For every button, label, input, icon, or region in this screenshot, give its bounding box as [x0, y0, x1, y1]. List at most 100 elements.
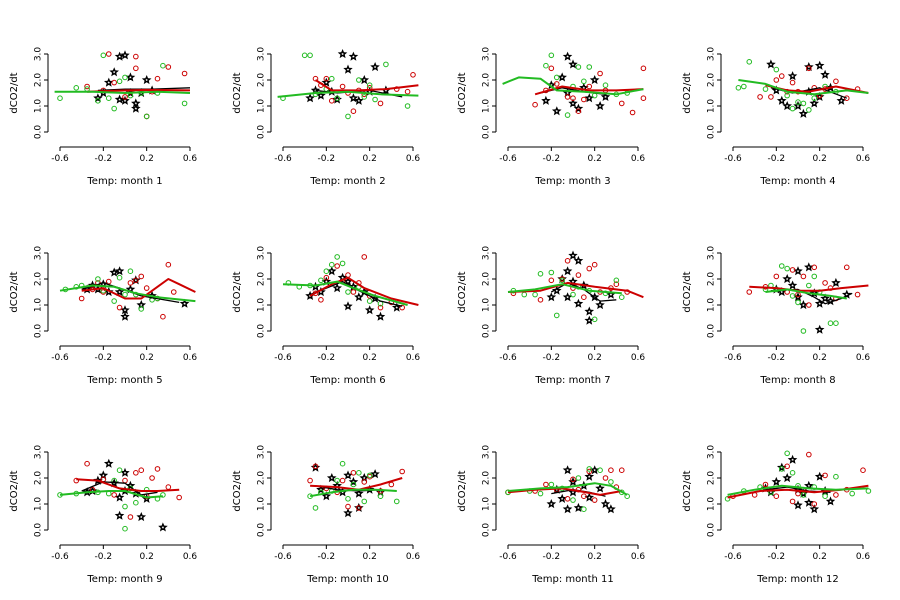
- y-tick-label: 2.0: [34, 471, 44, 486]
- data-point: [568, 250, 578, 260]
- series-red: [730, 451, 866, 507]
- data-point: [854, 291, 861, 298]
- data-point: [307, 477, 313, 484]
- data-point: [122, 525, 128, 532]
- smooth-line-green: [738, 79, 869, 96]
- data-point: [359, 75, 370, 85]
- data-point: [350, 470, 357, 476]
- data-point: [586, 83, 593, 90]
- data-point: [570, 95, 576, 101]
- data-point: [133, 470, 139, 476]
- data-point: [337, 49, 348, 59]
- data-point: [562, 504, 573, 514]
- y-tick-label: 2.0: [34, 73, 44, 88]
- series-red: [532, 65, 647, 116]
- data-point: [114, 492, 125, 502]
- x-tick-label: 0.2: [363, 154, 377, 164]
- data-point: [591, 261, 598, 268]
- data-point: [849, 490, 855, 497]
- data-point: [793, 100, 803, 111]
- data-point: [581, 493, 587, 500]
- data-point: [602, 475, 609, 481]
- data-point: [345, 113, 351, 120]
- data-point: [393, 498, 400, 505]
- panel-12: -0.6 -0.2 0.2 0.6 0.0 1.0 2.0 3.0 Temp: month 12…: [682, 445, 872, 585]
- data-point: [822, 493, 828, 500]
- data-point: [73, 85, 80, 91]
- data-point: [537, 271, 544, 277]
- y-tick-label: 2.0: [482, 272, 492, 287]
- y-tick-label: 3.0: [482, 47, 492, 62]
- data-point: [120, 50, 130, 60]
- data-point: [165, 261, 172, 268]
- data-point: [581, 96, 587, 103]
- data-point: [404, 88, 411, 95]
- series-green: [307, 460, 400, 511]
- data-point: [133, 277, 139, 284]
- y-axis-label: dCO2/dt: [9, 271, 20, 312]
- data-point: [608, 479, 614, 485]
- data-point: [136, 512, 147, 522]
- y-tick-label: 3.0: [482, 445, 492, 460]
- data-point: [143, 486, 150, 493]
- data-point: [548, 269, 555, 276]
- data-point: [564, 496, 571, 502]
- data-point: [532, 101, 538, 108]
- data-point: [746, 59, 753, 65]
- data-point: [591, 497, 598, 503]
- panel-3: -0.6 -0.2 0.2 0.6 0.0 1.0 2.0 3.0 Temp: month 3 d…: [457, 47, 647, 187]
- data-point: [345, 503, 351, 510]
- data-point: [595, 300, 605, 310]
- data-point: [597, 70, 603, 77]
- data-point: [326, 473, 337, 483]
- data-point: [316, 484, 326, 494]
- data-point: [640, 65, 647, 72]
- data-point: [793, 266, 803, 276]
- series-black: [760, 454, 836, 514]
- series-red: [746, 264, 861, 308]
- data-point: [138, 273, 145, 280]
- data-point: [133, 53, 139, 60]
- data-point: [103, 458, 114, 468]
- series-green: [57, 52, 188, 120]
- plot-area: [54, 50, 191, 120]
- data-point: [323, 268, 330, 275]
- data-point: [820, 69, 830, 79]
- plot-area: [735, 59, 869, 118]
- data-point: [170, 289, 177, 295]
- x-tick-label: 0.6: [631, 552, 646, 562]
- data-point: [793, 500, 803, 510]
- data-point: [778, 73, 785, 79]
- data-point: [575, 108, 582, 114]
- smooth-line-red: [534, 85, 644, 96]
- x-tick-label: -0.6: [51, 552, 69, 562]
- data-point: [111, 492, 117, 498]
- series-black: [82, 458, 168, 532]
- x-tick-label: -0.2: [768, 552, 786, 562]
- data-point: [366, 472, 373, 479]
- panel-7: -0.6 -0.2 0.2 0.6 0.0 1.0 2.0 3.0 Temp: month 7 d…: [457, 246, 645, 386]
- plot-area: [277, 49, 419, 120]
- y-tick-label: 3.0: [34, 47, 44, 62]
- data-point: [328, 75, 335, 82]
- series-green: [735, 59, 839, 113]
- data-point: [602, 82, 609, 88]
- x-tick-label: -0.6: [499, 353, 517, 363]
- data-point: [771, 476, 782, 487]
- data-point: [361, 94, 368, 100]
- data-point: [820, 293, 830, 303]
- data-point: [334, 254, 340, 260]
- data-point: [581, 294, 587, 301]
- x-tick-label: 0.2: [588, 552, 602, 562]
- data-point: [589, 465, 600, 475]
- data-point: [570, 497, 576, 503]
- y-tick-label: 0.0: [482, 125, 492, 140]
- series-black: [305, 266, 402, 321]
- data-point: [364, 305, 375, 315]
- x-tick-label: 0.6: [856, 353, 871, 363]
- data-point: [809, 98, 820, 108]
- data-point: [795, 490, 801, 497]
- y-tick-label: 3.0: [707, 47, 717, 62]
- smooth-line-red: [507, 281, 644, 299]
- data-point: [399, 304, 405, 311]
